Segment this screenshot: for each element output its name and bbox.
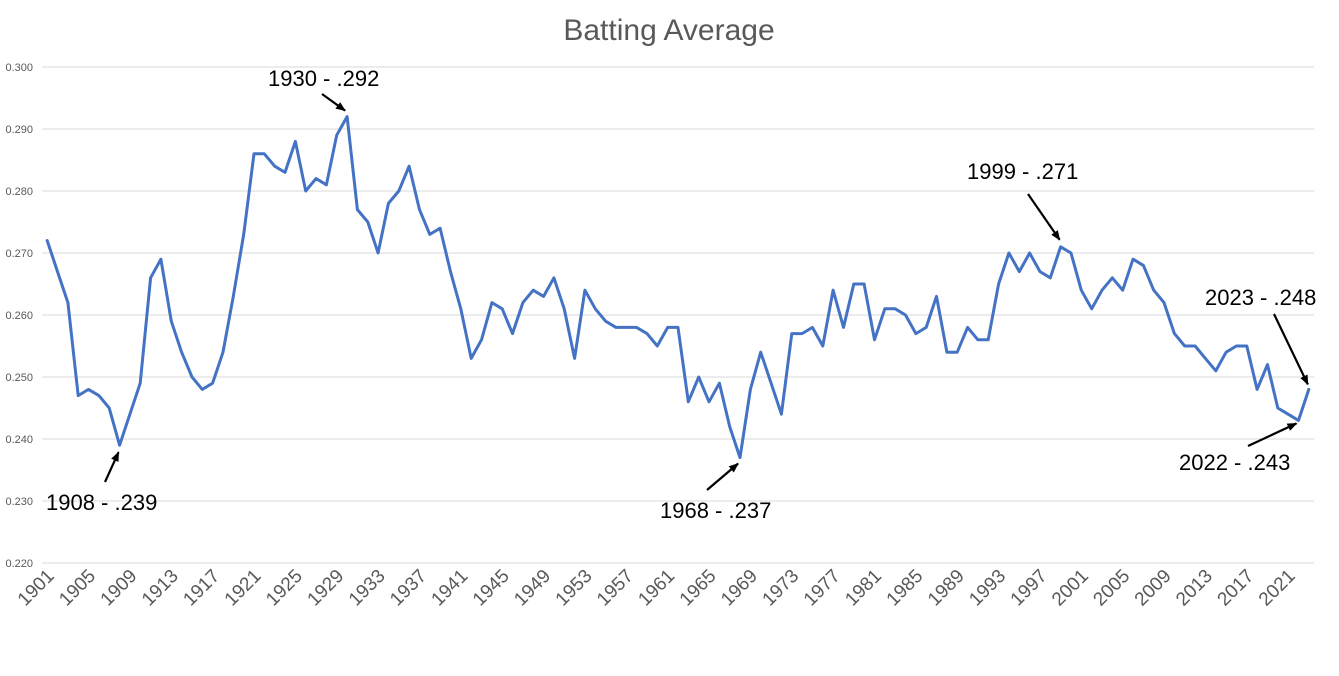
x-tick-label: 1917: [179, 566, 224, 611]
x-axis-ticks: 1901190519091913191719211925192919331937…: [14, 566, 1300, 611]
annotation-arrow: [706, 462, 739, 491]
annotation-arrow: [321, 93, 346, 112]
x-tick-label: 1929: [304, 566, 349, 611]
y-tick-label: 0.250: [5, 372, 33, 384]
y-tick-label: 0.300: [5, 62, 33, 74]
annotation-label: 1968 - .237: [660, 498, 771, 523]
annotation-label: 1999 - .271: [967, 159, 1078, 184]
x-tick-label: 1973: [759, 566, 804, 611]
x-tick-label: 2021: [1255, 566, 1300, 611]
x-tick-label: 1957: [593, 566, 638, 611]
x-tick-label: 1933: [345, 566, 390, 611]
x-tick-label: 1981: [841, 566, 886, 611]
annotation-arrow: [1247, 422, 1298, 447]
x-tick-label: 1985: [883, 566, 928, 611]
y-tick-label: 0.260: [5, 310, 33, 322]
x-tick-label: 2005: [1089, 566, 1134, 611]
y-tick-label: 0.280: [5, 186, 33, 198]
x-tick-label: 1949: [510, 566, 555, 611]
x-tick-label: 1965: [676, 566, 721, 611]
x-tick-label: 1937: [386, 566, 431, 611]
x-tick-label: 1941: [428, 566, 473, 611]
chart-title: Batting Average: [563, 14, 774, 47]
x-tick-label: 1969: [717, 566, 762, 611]
x-tick-label: 1921: [221, 566, 266, 611]
x-tick-label: 1997: [1007, 566, 1052, 611]
x-tick-label: 1961: [634, 566, 679, 611]
x-tick-label: 2013: [1172, 566, 1217, 611]
annotations: 1930 - .292 1908 - .239 1968 - .237 1999 - …: [46, 66, 1316, 523]
x-tick-label: 1925: [262, 566, 307, 611]
y-tick-label: 0.230: [5, 496, 33, 508]
y-axis-ticks: 0.220 0.230 0.240 0.250 0.260 0.270 0.280 0.290…: [5, 62, 33, 570]
annotation-label: 1908 - .239: [46, 490, 157, 515]
x-tick-label: 1901: [14, 566, 59, 611]
annotation-arrow: [1273, 313, 1309, 386]
x-tick-label: 1905: [55, 566, 100, 611]
annotation-label: 2022 - .243: [1179, 450, 1290, 475]
x-tick-label: 1913: [138, 566, 183, 611]
y-tick-label: 0.270: [5, 248, 33, 260]
x-tick-label: 2017: [1214, 566, 1259, 611]
y-tick-label: 0.240: [5, 434, 33, 446]
x-tick-label: 1945: [469, 566, 514, 611]
x-tick-label: 1909: [97, 566, 142, 611]
x-tick-label: 2001: [1048, 566, 1093, 611]
x-tick-label: 2009: [1131, 566, 1176, 611]
x-tick-label: 1977: [800, 566, 845, 611]
y-tick-label: 0.290: [5, 124, 33, 136]
series-line: [45, 115, 1311, 460]
annotation-label: 2023 - .248: [1205, 285, 1316, 310]
series-layer: [45, 115, 1311, 460]
annotation-arrow: [103, 451, 120, 483]
annotation-arrow: [1027, 193, 1061, 241]
x-tick-label: 1989: [924, 566, 969, 611]
x-tick-label: 1993: [965, 566, 1010, 611]
x-tick-label: 1953: [552, 566, 597, 611]
annotation-label: 1930 - .292: [268, 66, 379, 91]
gridlines: [42, 66, 1314, 564]
y-tick-label: 0.220: [5, 558, 33, 570]
